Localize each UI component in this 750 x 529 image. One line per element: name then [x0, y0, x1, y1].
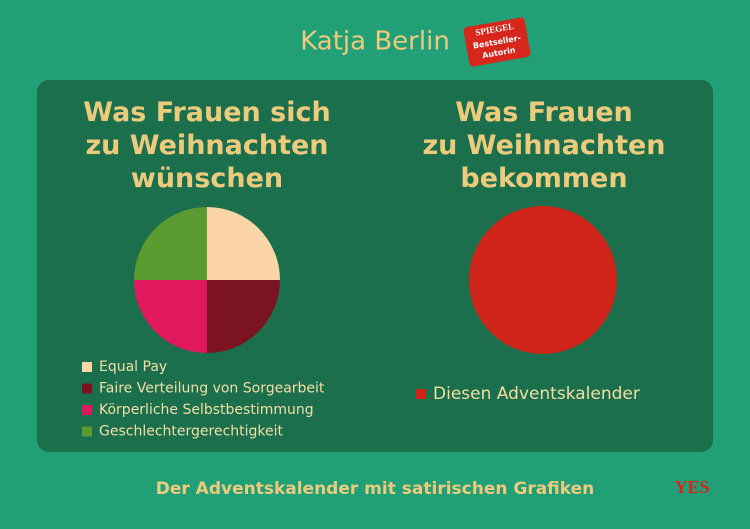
- chart-title: Was Frauen zu Weihnachten bekommen: [422, 97, 666, 194]
- chart-title: Was Frauen sich zu Weihnachten wünschen: [83, 97, 331, 194]
- legend-label: Geschlechtergerechtigkeit: [99, 424, 284, 440]
- legend-label: Körperliche Selbstbestimmung: [99, 402, 314, 418]
- legend-swatch: [82, 362, 92, 372]
- badge-bg: [463, 17, 531, 67]
- pie-slice: [207, 280, 280, 353]
- pie-slice: [134, 207, 207, 280]
- pie-slice: [469, 206, 617, 354]
- panel: [37, 80, 713, 452]
- badge: SPIEGEL Bestseller- Autorin: [463, 17, 531, 67]
- publisher: YES: [674, 477, 709, 497]
- legend-swatch: [82, 383, 92, 394]
- author: Katja Berlin: [300, 27, 450, 57]
- pie-slice: [207, 207, 280, 280]
- pie-slice: [134, 280, 207, 353]
- legend-label: Equal Pay: [99, 359, 167, 375]
- footer-subtitle: Der Adventskalender mit satirischen Graf…: [156, 479, 595, 499]
- legend-label: Diesen Adventskalender: [433, 384, 640, 404]
- legend-swatch: [82, 405, 92, 415]
- legend-swatch: [416, 389, 426, 399]
- legend-label: Faire Verteilung von Sorgearbeit: [99, 381, 325, 397]
- legend-swatch: [82, 426, 92, 437]
